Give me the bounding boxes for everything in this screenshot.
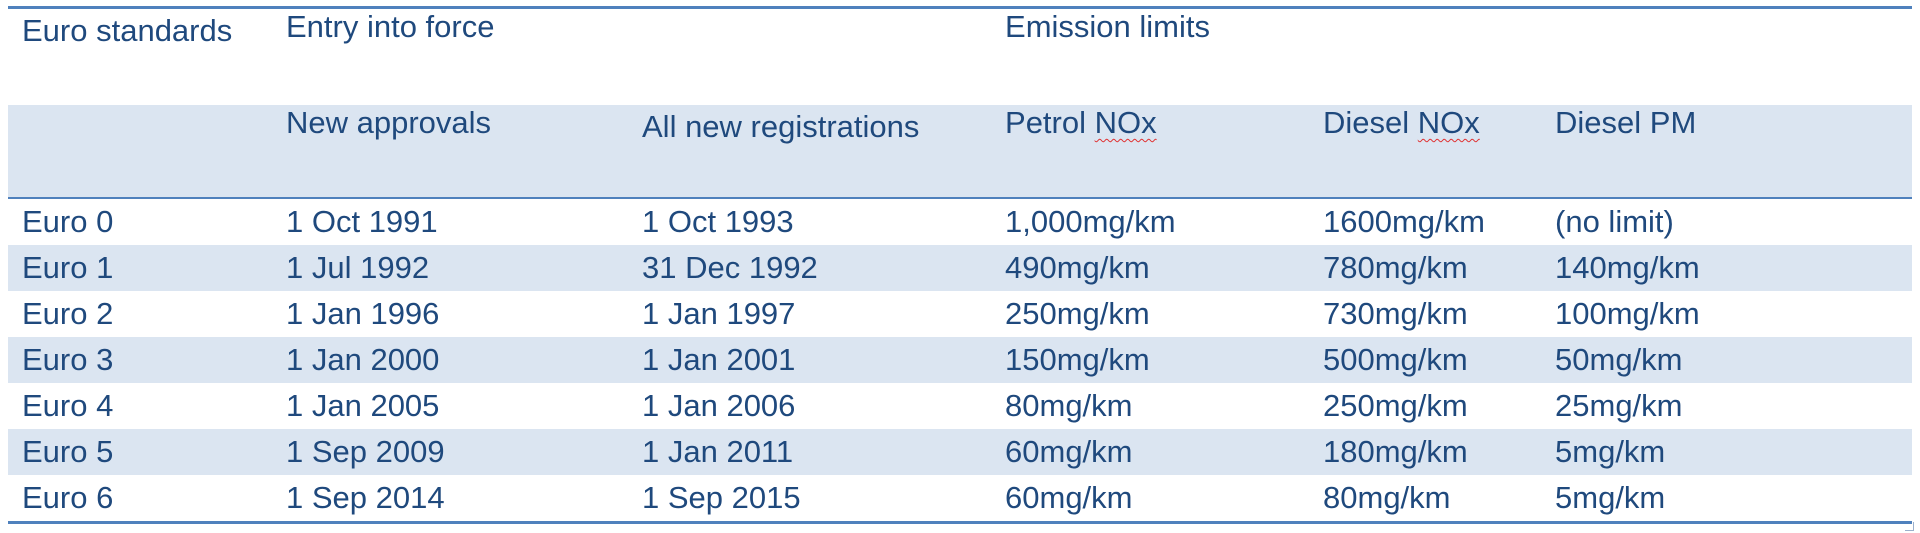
subheader-all-new-registrations: All new registrations	[628, 105, 992, 199]
cell-petrol-nox: 60mg/km	[991, 429, 1310, 475]
subheader-diesel-pm: Diesel PM	[1541, 105, 1913, 199]
subheader-petrol-nox: Petrol NOx	[991, 105, 1310, 199]
cell-diesel-pm: 140mg/km	[1541, 245, 1913, 291]
cell-petrol-nox: 250mg/km	[1005, 296, 1150, 331]
cell-standard: Euro 0	[22, 204, 114, 239]
subheader-diesel-nox-prefix: Diesel	[1323, 105, 1418, 140]
cell-all-new-registrations: 1 Sep 2015	[628, 475, 992, 524]
cell-petrol-nox: 80mg/km	[1005, 388, 1133, 423]
cell-petrol-nox: 1,000mg/km	[1005, 204, 1176, 239]
cell-diesel-nox: 780mg/km	[1309, 245, 1542, 291]
subheader-petrol-nox-prefix: Petrol	[1005, 105, 1095, 140]
table-row: Euro 5 1 Sep 2009 1 Jan 2011 60mg/km 180…	[8, 429, 1913, 475]
table-row: Euro 1 1 Jul 1992 31 Dec 1992 490mg/km 7…	[8, 245, 1913, 291]
table-resize-handle[interactable]	[1905, 522, 1914, 531]
euro-standards-table: Euro standards Entry into force Emission…	[8, 6, 1913, 524]
table-header-row: Euro standards Entry into force Emission…	[8, 7, 1913, 106]
subheader-empty-cell	[8, 105, 272, 199]
cell-diesel-pm: 50mg/km	[1541, 337, 1913, 383]
cell-new-approvals: 1 Sep 2009	[272, 429, 628, 475]
cell-all-new-registrations: 1 Jan 2011	[628, 429, 992, 475]
subheader-petrol-nox-unit: NOx	[1094, 105, 1157, 140]
cell-diesel-pm: 5mg/km	[1541, 475, 1913, 524]
cell-new-approvals: 1 Sep 2014	[272, 475, 628, 524]
cell-standard: Euro 5	[8, 429, 272, 475]
table-subheader-row: New approvals All new registrations Petr…	[8, 105, 1913, 199]
subheader-diesel-nox: Diesel NOx	[1309, 105, 1542, 199]
cell-standard: Euro 2	[22, 296, 114, 331]
cell-diesel-pm: (no limit)	[1555, 204, 1674, 239]
cell-diesel-nox: 80mg/km	[1309, 475, 1542, 524]
cell-new-approvals: 1 Jan 2005	[286, 388, 440, 423]
cell-petrol-nox: 490mg/km	[991, 245, 1310, 291]
cell-diesel-pm: 25mg/km	[1555, 388, 1683, 423]
cell-diesel-pm: 100mg/km	[1555, 296, 1700, 331]
header-euro-standards: Euro standards	[22, 13, 233, 48]
cell-new-approvals: 1 Jan 2000	[272, 337, 628, 383]
cell-standard: Euro 4	[22, 388, 114, 423]
cell-new-approvals: 1 Jul 1992	[272, 245, 628, 291]
header-emission-limits: Emission limits	[1005, 9, 1210, 44]
cell-all-new-registrations: 31 Dec 1992	[628, 245, 992, 291]
table-row: Euro 6 1 Sep 2014 1 Sep 2015 60mg/km 80m…	[8, 475, 1913, 524]
cell-diesel-nox: 1600mg/km	[1323, 204, 1485, 239]
subheader-new-approvals: New approvals	[272, 105, 628, 199]
cell-standard: Euro 3	[8, 337, 272, 383]
table-row: Euro 4 1 Jan 2005 1 Jan 2006 80mg/km 250…	[8, 383, 1912, 429]
cell-diesel-nox: 500mg/km	[1309, 337, 1542, 383]
table-row: Euro 0 1 Oct 1991 1 Oct 1993 1,000mg/km …	[8, 198, 1912, 245]
cell-petrol-nox: 60mg/km	[991, 475, 1310, 524]
cell-new-approvals: 1 Jan 1996	[286, 296, 440, 331]
cell-diesel-nox: 250mg/km	[1323, 388, 1468, 423]
cell-diesel-pm: 5mg/km	[1541, 429, 1913, 475]
cell-standard: Euro 1	[8, 245, 272, 291]
header-entry-into-force: Entry into force	[286, 9, 495, 44]
cell-diesel-nox: 180mg/km	[1309, 429, 1542, 475]
subheader-diesel-nox-unit: NOx	[1417, 105, 1480, 140]
table-row: Euro 3 1 Jan 2000 1 Jan 2001 150mg/km 50…	[8, 337, 1913, 383]
cell-all-new-registrations: 1 Jan 2001	[628, 337, 992, 383]
cell-petrol-nox: 150mg/km	[991, 337, 1310, 383]
cell-diesel-nox: 730mg/km	[1323, 296, 1468, 331]
cell-all-new-registrations: 1 Jan 2006	[642, 388, 796, 423]
cell-new-approvals: 1 Oct 1991	[286, 204, 438, 239]
cell-all-new-registrations: 1 Jan 1997	[642, 296, 796, 331]
cell-standard: Euro 6	[8, 475, 272, 524]
table-row: Euro 2 1 Jan 1996 1 Jan 1997 250mg/km 73…	[8, 291, 1912, 337]
cell-all-new-registrations: 1 Oct 1993	[642, 204, 794, 239]
